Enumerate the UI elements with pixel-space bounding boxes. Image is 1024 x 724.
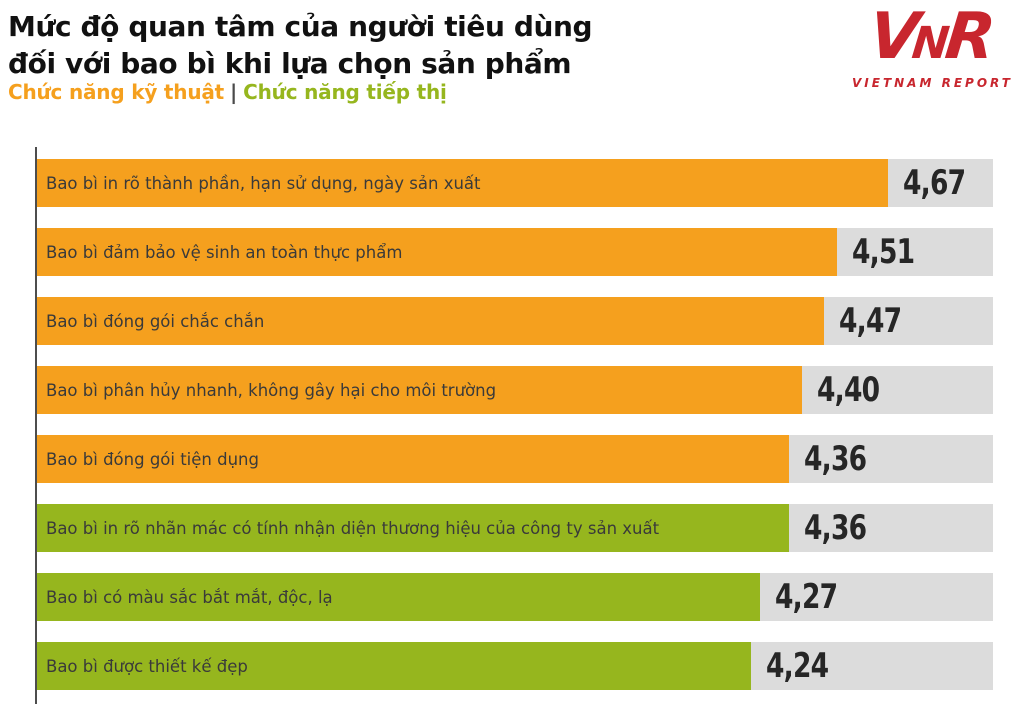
vnr-logo-icon: VNR xyxy=(848,0,1016,76)
bar-track: Bao bì đóng gói tiện dụng 4,36 xyxy=(37,435,993,483)
bar-label: Bao bì đóng gói chắc chắn xyxy=(46,311,265,331)
bar-row: Bao bì có màu sắc bắt mắt, độc, lạ 4,27 xyxy=(37,573,993,621)
vietnam-report-logo: VNR VIETNAM REPORT xyxy=(852,0,1013,90)
bar-track: Bao bì in rõ thành phần, hạn sử dụng, ng… xyxy=(37,159,993,207)
bar-row: Bao bì đóng gói chắc chắn 4,47 xyxy=(37,297,993,345)
bar-track: Bao bì in rõ nhãn mác có tính nhận diện … xyxy=(37,504,993,552)
legend-item-marketing: Chức năng tiếp thị xyxy=(243,80,447,104)
bar-label: Bao bì được thiết kế đẹp xyxy=(46,656,248,676)
vnr-letter-r: R xyxy=(941,0,999,74)
bar-label: Bao bì có màu sắc bắt mắt, độc, lạ xyxy=(46,587,333,607)
page-title-line1: Mức độ quan tâm của người tiêu dùng xyxy=(8,10,593,43)
legend-item-technical: Chức năng kỹ thuật xyxy=(8,80,225,104)
bar-value: 4,27 xyxy=(775,577,838,617)
bar-label: Bao bì đảm bảo vệ sinh an toàn thực phẩm xyxy=(46,242,403,262)
bar-value: 4,47 xyxy=(839,301,902,341)
bar-track: Bao bì đảm bảo vệ sinh an toàn thực phẩm… xyxy=(37,228,993,276)
bar: Bao bì đóng gói chắc chắn xyxy=(37,297,825,345)
vnr-letter-n: N xyxy=(909,18,948,69)
bar-value: 4,40 xyxy=(816,370,880,410)
bar: Bao bì đảm bảo vệ sinh an toàn thực phẩm xyxy=(37,228,837,276)
bar: Bao bì in rõ thành phần, hạn sử dụng, ng… xyxy=(37,159,888,207)
bar-row: Bao bì phân hủy nhanh, không gây hại cho… xyxy=(37,366,993,414)
bar-row: Bao bì được thiết kế đẹp 4,24 xyxy=(37,642,993,690)
page-title: Mức độ quan tâm của người tiêu dùng đối … xyxy=(8,8,593,82)
page-title-line2: đối với bao bì khi lựa chọn sản phẩm xyxy=(8,47,572,80)
bar: Bao bì có màu sắc bắt mắt, độc, lạ xyxy=(37,573,761,621)
bar-row: Bao bì in rõ nhãn mác có tính nhận diện … xyxy=(37,504,993,552)
bar-value: 4,36 xyxy=(804,508,867,548)
bar-row: Bao bì đảm bảo vệ sinh an toàn thực phẩm… xyxy=(37,228,993,276)
bar-value: 4,36 xyxy=(804,439,867,479)
bar-label: Bao bì phân hủy nhanh, không gây hại cho… xyxy=(46,380,497,400)
bar-track: Bao bì được thiết kế đẹp 4,24 xyxy=(37,642,993,690)
bar-value: 4,24 xyxy=(765,646,829,686)
bar-value: 4,67 xyxy=(902,163,966,203)
bar: Bao bì phân hủy nhanh, không gây hại cho… xyxy=(37,366,802,414)
bar-row: Bao bì in rõ thành phần, hạn sử dụng, ng… xyxy=(37,159,993,207)
bar-rows: Bao bì in rõ thành phần, hạn sử dụng, ng… xyxy=(37,159,993,690)
bar-value: 4,51 xyxy=(851,232,915,272)
bar: Bao bì đóng gói tiện dụng xyxy=(37,435,790,483)
bar-track: Bao bì phân hủy nhanh, không gây hại cho… xyxy=(37,366,993,414)
bar-chart: Bao bì in rõ thành phần, hạn sử dụng, ng… xyxy=(35,147,993,704)
legend-separator: | xyxy=(230,80,238,104)
bar-label: Bao bì in rõ thành phần, hạn sử dụng, ng… xyxy=(46,173,481,193)
legend: Chức năng kỹ thuật | Chức năng tiếp thị xyxy=(8,80,447,104)
bar: Bao bì được thiết kế đẹp xyxy=(37,642,751,690)
bar-track: Bao bì có màu sắc bắt mắt, độc, lạ 4,27 xyxy=(37,573,993,621)
bar-track: Bao bì đóng gói chắc chắn 4,47 xyxy=(37,297,993,345)
bar: Bao bì in rõ nhãn mác có tính nhận diện … xyxy=(37,504,790,552)
bar-label: Bao bì in rõ nhãn mác có tính nhận diện … xyxy=(46,518,660,538)
bar-row: Bao bì đóng gói tiện dụng 4,36 xyxy=(37,435,993,483)
bar-label: Bao bì đóng gói tiện dụng xyxy=(46,449,259,469)
vietnam-report-wordmark: VIETNAM REPORT xyxy=(852,76,1013,90)
